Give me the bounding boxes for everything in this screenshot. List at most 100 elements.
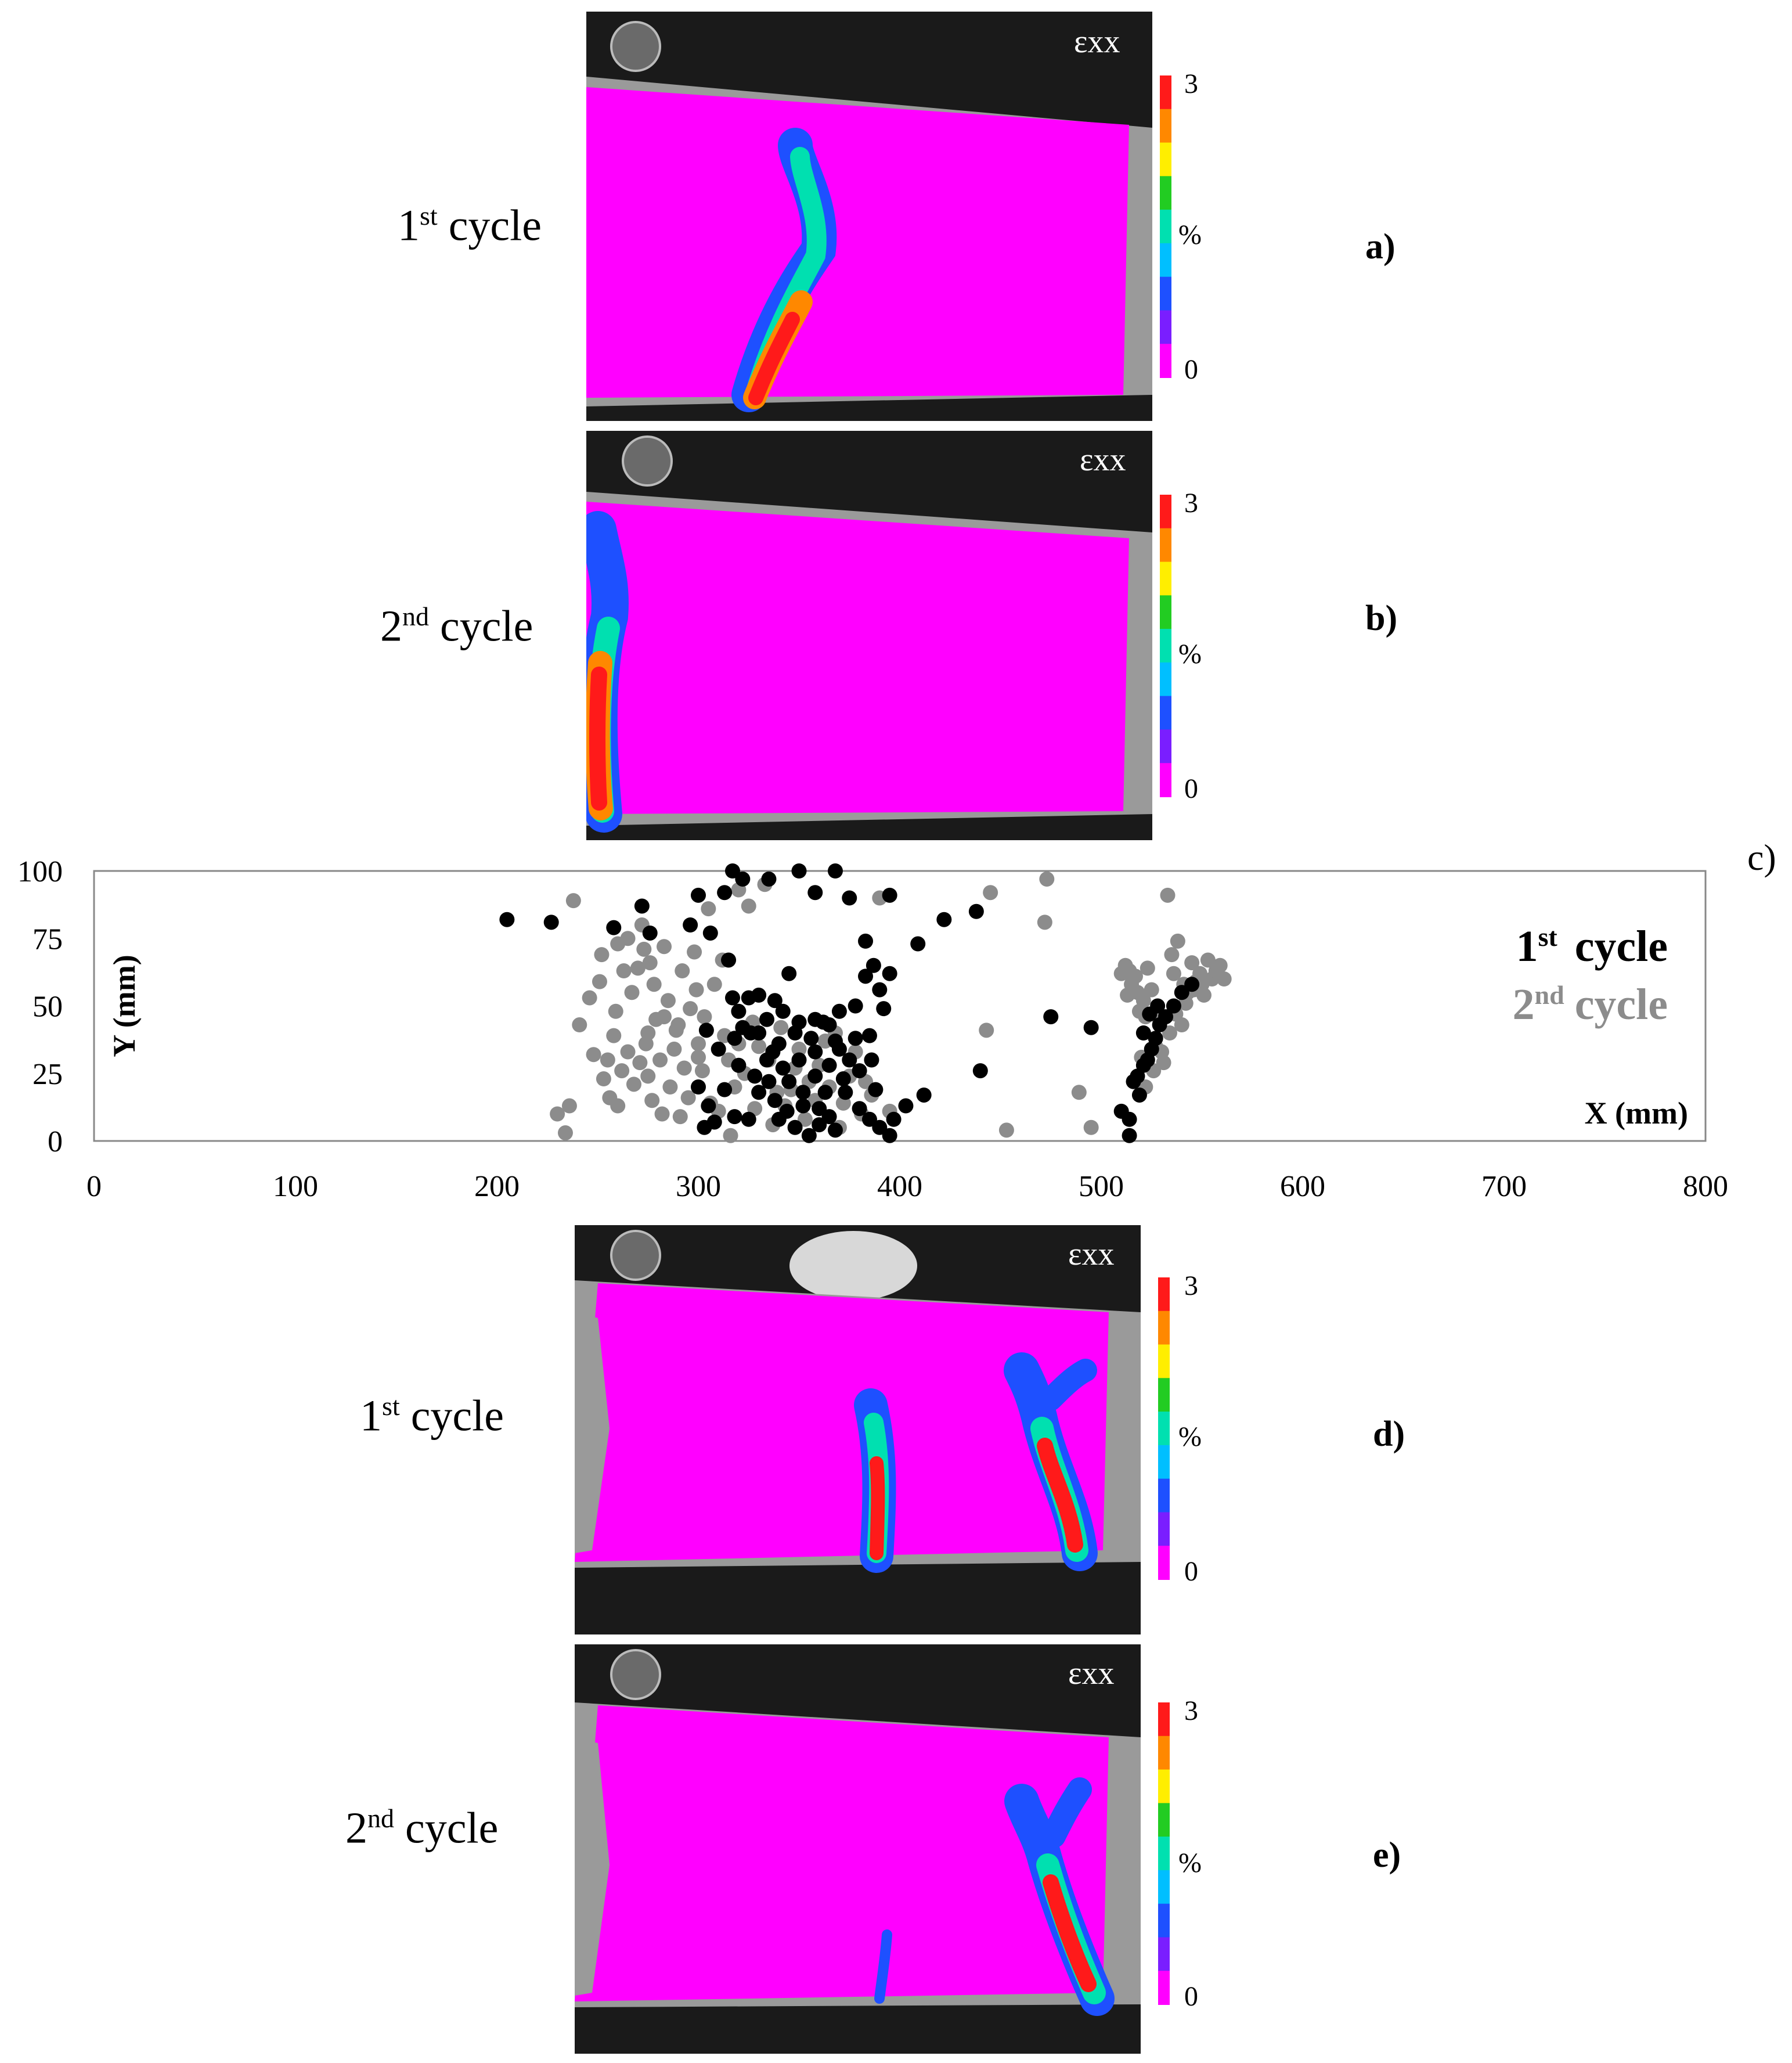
point-2nd-cycle xyxy=(1140,960,1155,976)
colorbar-d xyxy=(1158,1277,1170,1580)
point-1st-cycle xyxy=(801,1128,817,1143)
point-1st-cycle xyxy=(701,1098,716,1114)
x-tick-label: 100 xyxy=(273,1170,318,1203)
panel-label-a: a) xyxy=(1365,227,1396,267)
point-1st-cycle xyxy=(1083,1020,1099,1035)
dic-image-b: εxx 3 % 0 xyxy=(586,431,1202,840)
point-2nd-cycle xyxy=(1164,947,1180,963)
colorbar-segment xyxy=(1160,696,1171,730)
colorbar-segment xyxy=(1158,1837,1170,1871)
colorbar-segment xyxy=(1158,1478,1170,1513)
x-tick-label: 0 xyxy=(86,1170,102,1203)
point-2nd-cycle xyxy=(1162,1025,1177,1040)
point-2nd-cycle xyxy=(646,977,662,992)
strain-symbol-b: εxx xyxy=(1080,442,1126,478)
point-1st-cycle xyxy=(821,1057,837,1073)
point-2nd-cycle xyxy=(741,898,756,914)
point-1st-cycle xyxy=(1122,1128,1137,1143)
point-1st-cycle xyxy=(821,1109,837,1125)
y-tick-label: 50 xyxy=(33,991,63,1024)
point-1st-cycle xyxy=(731,1057,747,1073)
plot-frame xyxy=(93,870,1707,1142)
point-2nd-cycle xyxy=(586,1047,601,1063)
point-1st-cycle xyxy=(741,1111,756,1127)
point-1st-cycle xyxy=(775,1060,791,1076)
colorbar-segment xyxy=(1158,1310,1170,1345)
colorbar-segment xyxy=(1160,662,1171,697)
point-1st-cycle xyxy=(724,863,740,879)
point-2nd-cycle xyxy=(773,1020,789,1035)
point-1st-cycle xyxy=(936,912,952,927)
point-1st-cycle xyxy=(691,1079,706,1094)
point-1st-cycle xyxy=(698,1023,714,1038)
colorbar-max-b: 3 xyxy=(1184,488,1198,519)
point-2nd-cycle xyxy=(687,944,702,960)
point-1st-cycle xyxy=(499,912,515,927)
point-1st-cycle xyxy=(727,1109,742,1125)
colorbar-max-a: 3 xyxy=(1184,69,1198,99)
point-1st-cycle xyxy=(812,1117,827,1133)
point-1st-cycle xyxy=(916,1087,932,1103)
point-1st-cycle xyxy=(751,1085,767,1100)
point-2nd-cycle xyxy=(676,1060,692,1076)
point-1st-cycle xyxy=(838,1085,853,1100)
dic-image-e: εxx 3 % 0 xyxy=(575,1644,1202,2054)
dic-panel-a: εxx 3 % 0 xyxy=(586,12,1219,421)
point-1st-cycle xyxy=(831,1003,847,1019)
point-1st-cycle xyxy=(1174,985,1189,1000)
x-axis-label: X (mm) xyxy=(1585,1096,1688,1130)
point-2nd-cycle xyxy=(565,893,581,909)
point-1st-cycle xyxy=(717,885,733,901)
point-2nd-cycle xyxy=(640,1068,656,1084)
point-2nd-cycle xyxy=(608,1003,623,1019)
colorbar-segment xyxy=(1158,1378,1170,1413)
dic-panel-e: εxx 3 % 0 xyxy=(575,1644,1213,2054)
colorbar-segment xyxy=(1158,1736,1170,1770)
point-1st-cycle xyxy=(767,993,783,1009)
colorbar-segment xyxy=(1160,344,1171,378)
point-1st-cycle xyxy=(683,917,698,933)
point-1st-cycle xyxy=(1043,1009,1059,1025)
point-2nd-cycle xyxy=(606,1028,622,1043)
point-2nd-cycle xyxy=(640,1025,656,1040)
point-2nd-cycle xyxy=(1170,933,1185,949)
point-1st-cycle xyxy=(775,1003,791,1019)
point-2nd-cycle xyxy=(1039,871,1055,887)
point-1st-cycle xyxy=(717,1082,733,1097)
point-2nd-cycle xyxy=(683,1001,698,1017)
point-1st-cycle xyxy=(827,1033,843,1049)
point-1st-cycle xyxy=(779,1103,795,1119)
point-1st-cycle xyxy=(842,1052,857,1068)
point-2nd-cycle xyxy=(694,1063,710,1079)
colorbar-segment xyxy=(1160,176,1171,211)
point-2nd-cycle xyxy=(632,1055,648,1071)
cycle-caption-e: 2nd cycle xyxy=(345,1803,499,1853)
point-1st-cycle xyxy=(795,1085,811,1100)
point-2nd-cycle xyxy=(660,993,676,1009)
colorbar-segment xyxy=(1160,629,1171,663)
point-1st-cycle xyxy=(968,903,984,919)
colorbar-segment xyxy=(1160,763,1171,797)
point-1st-cycle xyxy=(807,1044,823,1060)
point-1st-cycle xyxy=(816,1014,831,1030)
point-2nd-cycle xyxy=(675,963,690,979)
point-1st-cycle xyxy=(910,936,926,952)
point-1st-cycle xyxy=(882,887,897,903)
x-tick-label: 300 xyxy=(676,1170,721,1203)
panel-label-e: e) xyxy=(1373,1835,1401,1875)
colorbar-segment xyxy=(1160,729,1171,764)
point-1st-cycle xyxy=(972,1063,988,1079)
point-1st-cycle xyxy=(817,1085,833,1100)
point-1st-cycle xyxy=(858,969,874,984)
point-1st-cycle xyxy=(747,1068,763,1084)
colorbar-segment xyxy=(1158,1937,1170,1972)
point-2nd-cycle xyxy=(616,963,632,979)
point-2nd-cycle xyxy=(670,1017,686,1033)
colorbar-e xyxy=(1158,1702,1170,2005)
point-2nd-cycle xyxy=(979,1023,994,1038)
strain-symbol-e: εxx xyxy=(1068,1655,1115,1691)
point-2nd-cycle xyxy=(1122,963,1137,979)
point-1st-cycle xyxy=(791,863,807,879)
colorbar-segment xyxy=(1158,1546,1170,1580)
point-1st-cycle xyxy=(882,1128,897,1143)
